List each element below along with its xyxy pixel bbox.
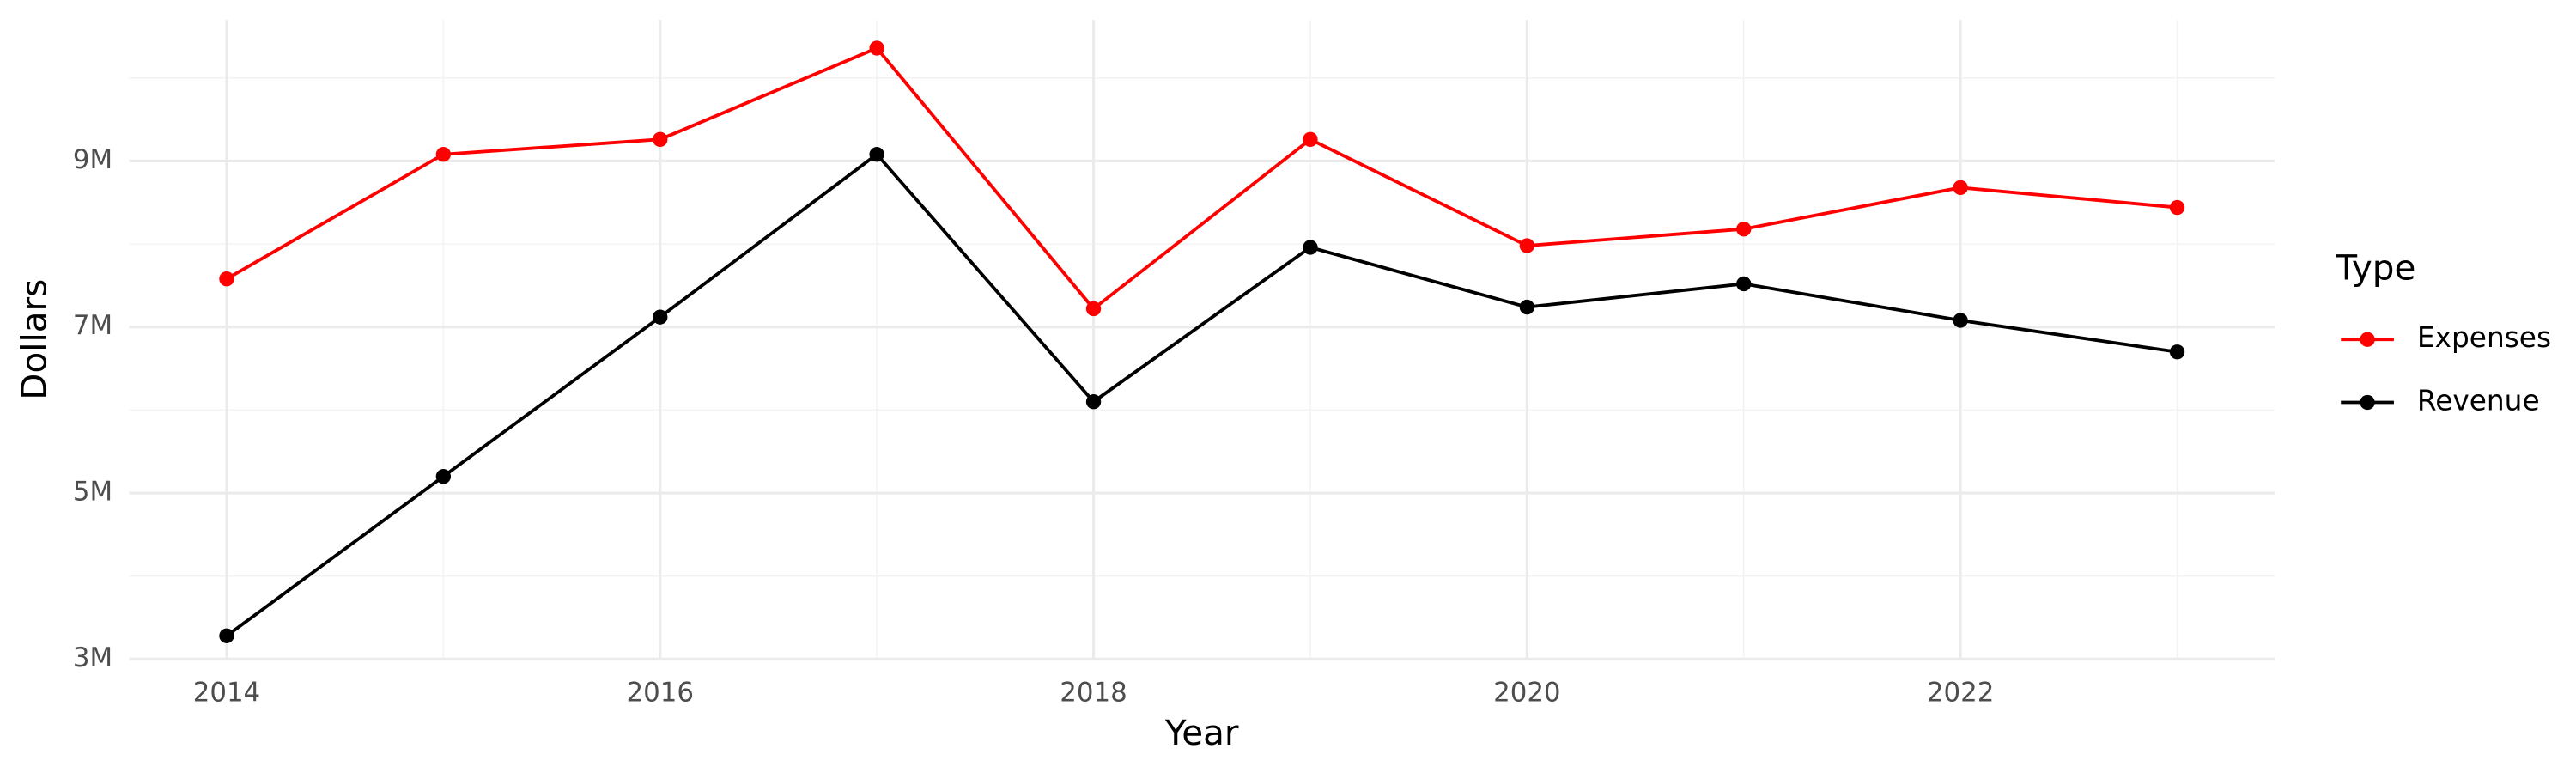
x-tick-label: 2018	[1060, 677, 1127, 708]
data-point	[869, 40, 884, 56]
y-tick-label: 5M	[73, 477, 112, 508]
x-tick-label: 2020	[1493, 677, 1560, 708]
x-axis-title: Year	[1164, 712, 1239, 753]
legend-label: Revenue	[2417, 385, 2540, 417]
data-point	[2169, 199, 2185, 216]
y-axis-title: Dollars	[13, 279, 54, 400]
data-point	[1953, 313, 1968, 328]
data-point	[435, 469, 452, 484]
y-tick-label: 3M	[73, 642, 112, 673]
x-tick-label: 2022	[1927, 677, 1994, 708]
data-point	[1519, 299, 1535, 315]
x-tick-label: 2016	[627, 677, 694, 708]
y-tick-label: 9M	[73, 144, 112, 175]
legend-label: Expenses	[2417, 321, 2551, 354]
data-point	[1736, 276, 1752, 292]
data-point	[219, 271, 234, 287]
data-point	[653, 309, 668, 325]
data-point	[219, 628, 234, 643]
series-line	[226, 46, 2178, 312]
legend-key-point	[2360, 332, 2375, 347]
data-point	[1736, 222, 1752, 237]
data-point	[2169, 344, 2185, 360]
data-point	[435, 147, 452, 162]
data-point	[1953, 180, 1968, 196]
data-point	[869, 147, 884, 162]
y-tick-label: 7M	[73, 310, 112, 341]
data-point	[1303, 240, 1318, 255]
data-point	[1085, 394, 1102, 410]
legend-title: Type	[2335, 247, 2415, 288]
data-point	[1519, 238, 1535, 253]
data-point	[1085, 301, 1102, 317]
series-line	[225, 152, 2178, 637]
legend-key-point	[2360, 394, 2375, 411]
x-tick-label: 2014	[193, 677, 260, 708]
data-point	[653, 131, 668, 147]
data-point	[1303, 131, 1318, 147]
